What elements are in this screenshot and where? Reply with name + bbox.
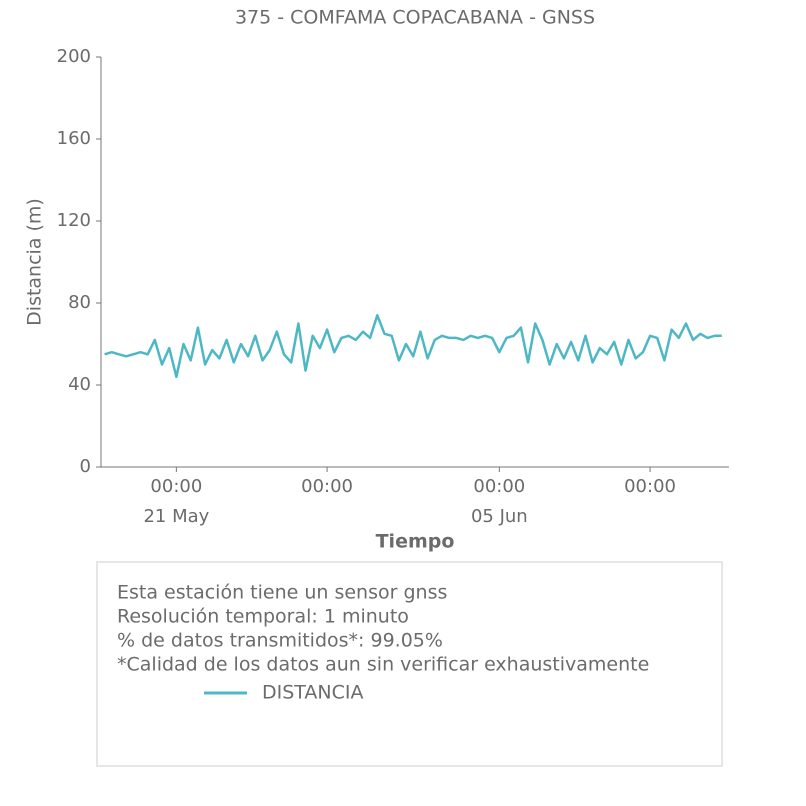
- x-tick-date: 05 Jun: [471, 506, 528, 527]
- y-tick-label: 40: [68, 374, 91, 395]
- x-tick-label: 00:00: [624, 476, 676, 497]
- y-tick-label: 160: [57, 128, 91, 149]
- y-axis-label: Distancia (m): [24, 198, 46, 326]
- legend-label: DISTANCIA: [262, 682, 364, 704]
- chart-title: 375 - COMFAMA COPACABANA - GNSS: [235, 7, 595, 29]
- note: Resolución temporal: 1 minuto: [117, 606, 409, 628]
- x-tick-date: 21 May: [143, 506, 209, 527]
- note: *Calidad de los datos aun sin verificar …: [117, 654, 649, 676]
- x-tick-label: 00:00: [473, 476, 525, 497]
- x-tick-label: 00:00: [150, 476, 202, 497]
- x-axis-label: Tiempo: [376, 531, 455, 553]
- y-tick-label: 200: [57, 46, 91, 67]
- x-tick-label: 00:00: [301, 476, 353, 497]
- note: Esta estación tiene un sensor gnss: [117, 582, 447, 604]
- y-tick-label: 120: [57, 210, 91, 231]
- y-tick-label: 80: [68, 292, 91, 313]
- data-line: [104, 314, 722, 379]
- note: % de datos transmitidos*: 99.05%: [117, 630, 443, 652]
- y-tick-label: 0: [80, 456, 91, 477]
- legend-box: [96, 561, 723, 767]
